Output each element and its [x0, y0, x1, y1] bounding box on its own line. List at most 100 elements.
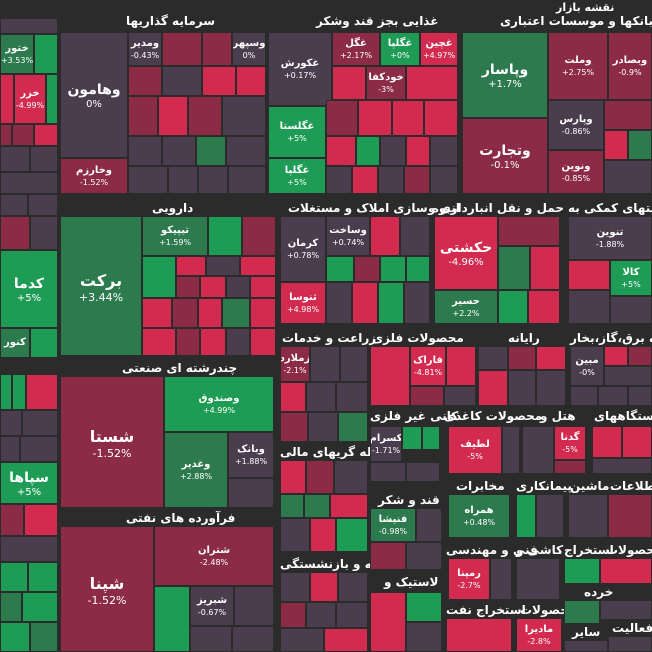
- filler-tile[interactable]: [416, 508, 442, 542]
- filler-tile[interactable]: [168, 166, 198, 194]
- stock-tile[interactable]: ومدیر -0.43%: [128, 32, 162, 66]
- filler-tile[interactable]: [608, 636, 652, 652]
- filler-tile[interactable]: [604, 130, 628, 160]
- filler-tile[interactable]: [430, 136, 458, 166]
- filler-tile[interactable]: [592, 458, 652, 474]
- filler-tile[interactable]: [198, 166, 228, 194]
- filler-tile[interactable]: [326, 282, 352, 324]
- stock-tile[interactable]: زملارد -2.1%: [280, 346, 310, 382]
- filler-tile[interactable]: [0, 504, 24, 536]
- filler-tile[interactable]: [200, 328, 226, 356]
- filler-tile[interactable]: [352, 282, 378, 324]
- filler-tile[interactable]: [0, 622, 30, 652]
- filler-tile[interactable]: [354, 256, 380, 282]
- stock-tile[interactable]: شبریز -0.67%: [190, 586, 234, 626]
- filler-tile[interactable]: [280, 382, 306, 412]
- filler-tile[interactable]: [340, 346, 368, 382]
- stock-tile[interactable]: وساخت +0.74%: [326, 216, 370, 256]
- filler-tile[interactable]: [306, 460, 334, 494]
- stock-tile[interactable]: کنور: [0, 328, 30, 358]
- filler-tile[interactable]: [0, 194, 28, 216]
- filler-tile[interactable]: [568, 290, 610, 324]
- stock-tile[interactable]: وخارزم -1.52%: [60, 158, 128, 194]
- stock-tile[interactable]: غگلپا +5%: [268, 158, 326, 194]
- filler-tile[interactable]: [406, 462, 440, 482]
- filler-tile[interactable]: [378, 166, 404, 194]
- filler-tile[interactable]: [498, 246, 530, 290]
- filler-tile[interactable]: [406, 542, 442, 570]
- filler-tile[interactable]: [142, 298, 172, 328]
- filler-tile[interactable]: [24, 504, 58, 536]
- filler-tile[interactable]: [162, 32, 202, 66]
- filler-tile[interactable]: [604, 100, 652, 130]
- filler-tile[interactable]: [280, 572, 310, 602]
- filler-tile[interactable]: [0, 374, 12, 410]
- stock-tile[interactable]: کرمان +0.78%: [280, 216, 326, 282]
- filler-tile[interactable]: [628, 386, 652, 406]
- stock-tile[interactable]: تنوین -1.88%: [568, 216, 652, 260]
- filler-tile[interactable]: [28, 562, 58, 592]
- filler-tile[interactable]: [142, 256, 176, 298]
- filler-tile[interactable]: [410, 386, 444, 406]
- filler-tile[interactable]: [516, 558, 560, 600]
- filler-tile[interactable]: [564, 600, 600, 624]
- stock-tile[interactable]: وپاسار +1.7%: [462, 32, 548, 118]
- filler-tile[interactable]: [12, 374, 26, 410]
- filler-tile[interactable]: [570, 386, 598, 406]
- filler-tile[interactable]: [310, 518, 336, 552]
- filler-tile[interactable]: [610, 296, 652, 324]
- filler-tile[interactable]: [280, 460, 306, 494]
- filler-tile[interactable]: [0, 74, 14, 124]
- filler-tile[interactable]: [446, 346, 476, 386]
- stock-tile[interactable]: خزر -4.99%: [14, 74, 46, 124]
- filler-tile[interactable]: [628, 346, 652, 366]
- filler-tile[interactable]: [202, 32, 232, 66]
- filler-tile[interactable]: [0, 536, 58, 562]
- filler-tile[interactable]: [406, 592, 442, 622]
- stock-tile[interactable]: وتجارت -0.1%: [462, 118, 548, 194]
- filler-tile[interactable]: [334, 460, 368, 494]
- stock-tile[interactable]: همراه +0.48%: [448, 494, 510, 538]
- filler-tile[interactable]: [196, 136, 226, 166]
- filler-tile[interactable]: [198, 298, 222, 328]
- stock-tile[interactable]: گدنا -5%: [554, 426, 586, 460]
- filler-tile[interactable]: [478, 346, 508, 370]
- filler-tile[interactable]: [0, 592, 22, 622]
- filler-tile[interactable]: [0, 172, 58, 194]
- filler-tile[interactable]: [310, 572, 338, 602]
- filler-tile[interactable]: [222, 96, 266, 136]
- filler-tile[interactable]: [326, 100, 358, 136]
- stock-tile[interactable]: برکت +3.44%: [60, 216, 142, 356]
- filler-tile[interactable]: [0, 124, 12, 146]
- filler-tile[interactable]: [280, 494, 304, 518]
- filler-tile[interactable]: [46, 74, 58, 124]
- filler-tile[interactable]: [20, 436, 58, 462]
- stock-tile[interactable]: سپاها +5%: [0, 462, 58, 504]
- filler-tile[interactable]: [564, 640, 608, 652]
- filler-tile[interactable]: [0, 216, 30, 250]
- filler-tile[interactable]: [176, 276, 200, 298]
- filler-tile[interactable]: [326, 256, 354, 282]
- filler-tile[interactable]: [400, 216, 430, 256]
- filler-tile[interactable]: [30, 328, 58, 358]
- filler-tile[interactable]: [234, 586, 274, 626]
- filler-tile[interactable]: [378, 282, 404, 324]
- filler-tile[interactable]: [200, 276, 226, 298]
- stock-tile[interactable]: ماديرا -2.8%: [516, 618, 562, 652]
- filler-tile[interactable]: [128, 66, 162, 96]
- filler-tile[interactable]: [0, 18, 58, 34]
- filler-tile[interactable]: [240, 256, 276, 276]
- stock-tile[interactable]: ثنوسا +4.98%: [280, 282, 326, 324]
- filler-tile[interactable]: [226, 136, 266, 166]
- filler-tile[interactable]: [406, 256, 430, 282]
- filler-tile[interactable]: [498, 290, 528, 324]
- filler-tile[interactable]: [332, 66, 366, 100]
- filler-tile[interactable]: [356, 136, 380, 166]
- filler-tile[interactable]: [226, 276, 250, 298]
- stock-tile[interactable]: ونوین -0.85%: [548, 150, 604, 194]
- filler-tile[interactable]: [162, 66, 202, 96]
- filler-tile[interactable]: [30, 216, 58, 250]
- filler-tile[interactable]: [478, 370, 508, 406]
- filler-tile[interactable]: [406, 622, 442, 652]
- filler-tile[interactable]: [28, 194, 58, 216]
